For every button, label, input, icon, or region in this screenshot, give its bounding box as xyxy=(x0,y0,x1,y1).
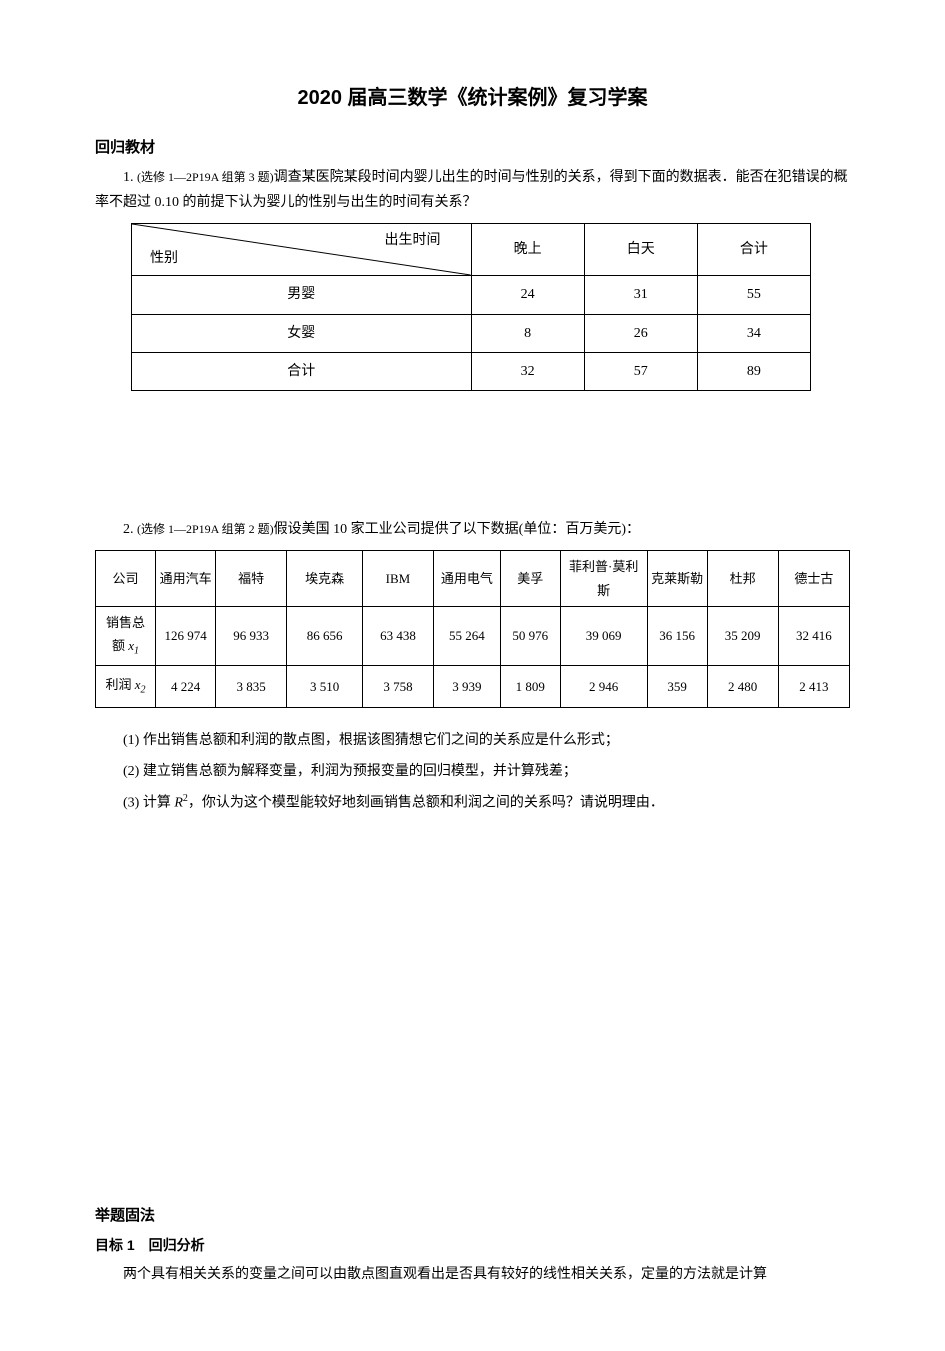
cell: 55 264 xyxy=(434,606,501,665)
cell: 359 xyxy=(647,665,707,707)
col-header: 白天 xyxy=(584,224,697,276)
cell: 126 974 xyxy=(156,606,216,665)
row-label: 合计 xyxy=(132,352,472,390)
spacer xyxy=(95,822,850,1202)
col-header: 晚上 xyxy=(471,224,584,276)
sub-question-3: (3) 计算 R2，你认为这个模型能较好地刻画销售总额和利润之间的关系吗？请说明… xyxy=(123,790,850,816)
table-row: 男婴 24 31 55 xyxy=(132,276,811,314)
cell: 26 xyxy=(584,314,697,352)
cell: 3 758 xyxy=(362,665,433,707)
cell: 34 xyxy=(697,314,810,352)
row-label: 男婴 xyxy=(132,276,472,314)
cell: 50 976 xyxy=(500,606,560,665)
col-header: 合计 xyxy=(697,224,810,276)
sub-question-2: (2) 建立销售总额为解释变量，利润为预报变量的回归模型，并计算残差； xyxy=(123,759,850,784)
row-label: 销售总额 x1 xyxy=(96,606,156,665)
diag-bottom-label: 性别 xyxy=(150,246,178,271)
table-row: 利润 x2 4 224 3 835 3 510 3 758 3 939 1 80… xyxy=(96,665,850,707)
q2-prefix: 2. xyxy=(123,522,137,537)
table-row: 女婴 8 26 34 xyxy=(132,314,811,352)
cell: 35 209 xyxy=(707,606,778,665)
cell: 1 809 xyxy=(500,665,560,707)
cell: 3 835 xyxy=(216,665,287,707)
col-header: 美孚 xyxy=(500,551,560,607)
col-header: 克莱斯勒 xyxy=(647,551,707,607)
cell: 57 xyxy=(584,352,697,390)
cell: 31 xyxy=(584,276,697,314)
col-header: 埃克森 xyxy=(287,551,363,607)
col-header: 公司 xyxy=(96,551,156,607)
table-row: 合计 32 57 89 xyxy=(132,352,811,390)
section-heading-examples: 举题固法 xyxy=(95,1202,850,1229)
sub-questions: (1) 作出销售总额和利润的散点图，根据该图猜想它们之间的关系应是什么形式； (… xyxy=(123,728,850,816)
spacer xyxy=(95,714,850,728)
col-header: 杜邦 xyxy=(707,551,778,607)
table-row: 销售总额 x1 126 974 96 933 86 656 63 438 55 … xyxy=(96,606,850,665)
cell: 63 438 xyxy=(362,606,433,665)
q2-text: 假设美国 10 家工业公司提供了以下数据(单位：百万美元)： xyxy=(274,522,640,537)
cell: 86 656 xyxy=(287,606,363,665)
col-header: 菲利普·莫利斯 xyxy=(560,551,647,607)
cell: 36 156 xyxy=(647,606,707,665)
cell: 8 xyxy=(471,314,584,352)
q1-source: (选修 1—2P19A 组第 3 题) xyxy=(137,170,274,184)
q1-prefix: 1. xyxy=(123,170,137,185)
cell: 24 xyxy=(471,276,584,314)
cell: 3 939 xyxy=(434,665,501,707)
table-row: 公司 通用汽车 福特 埃克森 IBM 通用电气 美孚 菲利普·莫利斯 克莱斯勒 … xyxy=(96,551,850,607)
page-title: 2020 届高三数学《统计案例》复习学案 xyxy=(95,80,850,116)
question-1: 1. (选修 1—2P19A 组第 3 题)调查某医院某段时间内婴儿出生的时间与… xyxy=(95,165,850,215)
col-header: IBM xyxy=(362,551,433,607)
diagonal-header: 出生时间 性别 xyxy=(132,224,472,276)
cell: 2 413 xyxy=(778,665,849,707)
cell: 2 480 xyxy=(707,665,778,707)
cell: 2 946 xyxy=(560,665,647,707)
q2-source: (选修 1—2P19A 组第 2 题) xyxy=(137,522,274,536)
question-2: 2. (选修 1—2P19A 组第 2 题)假设美国 10 家工业公司提供了以下… xyxy=(95,517,850,542)
col-header: 通用汽车 xyxy=(156,551,216,607)
table-companies: 公司 通用汽车 福特 埃克森 IBM 通用电气 美孚 菲利普·莫利斯 克莱斯勒 … xyxy=(95,550,850,708)
sub-question-1: (1) 作出销售总额和利润的散点图，根据该图猜想它们之间的关系应是什么形式； xyxy=(123,728,850,753)
cell: 32 xyxy=(471,352,584,390)
col-header: 通用电气 xyxy=(434,551,501,607)
section-heading-return: 回归教材 xyxy=(95,134,850,161)
target-heading: 目标 1 回归分析 xyxy=(95,1233,850,1258)
spacer xyxy=(95,397,850,517)
row-label: 女婴 xyxy=(132,314,472,352)
row-label: 利润 x2 xyxy=(96,665,156,707)
cell: 89 xyxy=(697,352,810,390)
col-header: 德士古 xyxy=(778,551,849,607)
diag-top-label: 出生时间 xyxy=(385,228,441,253)
cell: 39 069 xyxy=(560,606,647,665)
cell: 4 224 xyxy=(156,665,216,707)
cell: 55 xyxy=(697,276,810,314)
target-body: 两个具有相关关系的变量之间可以由散点图直观看出是否具有较好的线性相关关系，定量的… xyxy=(95,1262,850,1287)
cell: 96 933 xyxy=(216,606,287,665)
cell: 32 416 xyxy=(778,606,849,665)
table-row: 出生时间 性别 晚上 白天 合计 xyxy=(132,224,811,276)
col-header: 福特 xyxy=(216,551,287,607)
cell: 3 510 xyxy=(287,665,363,707)
table-birth-gender: 出生时间 性别 晚上 白天 合计 男婴 24 31 55 女婴 8 26 34 … xyxy=(131,223,811,391)
